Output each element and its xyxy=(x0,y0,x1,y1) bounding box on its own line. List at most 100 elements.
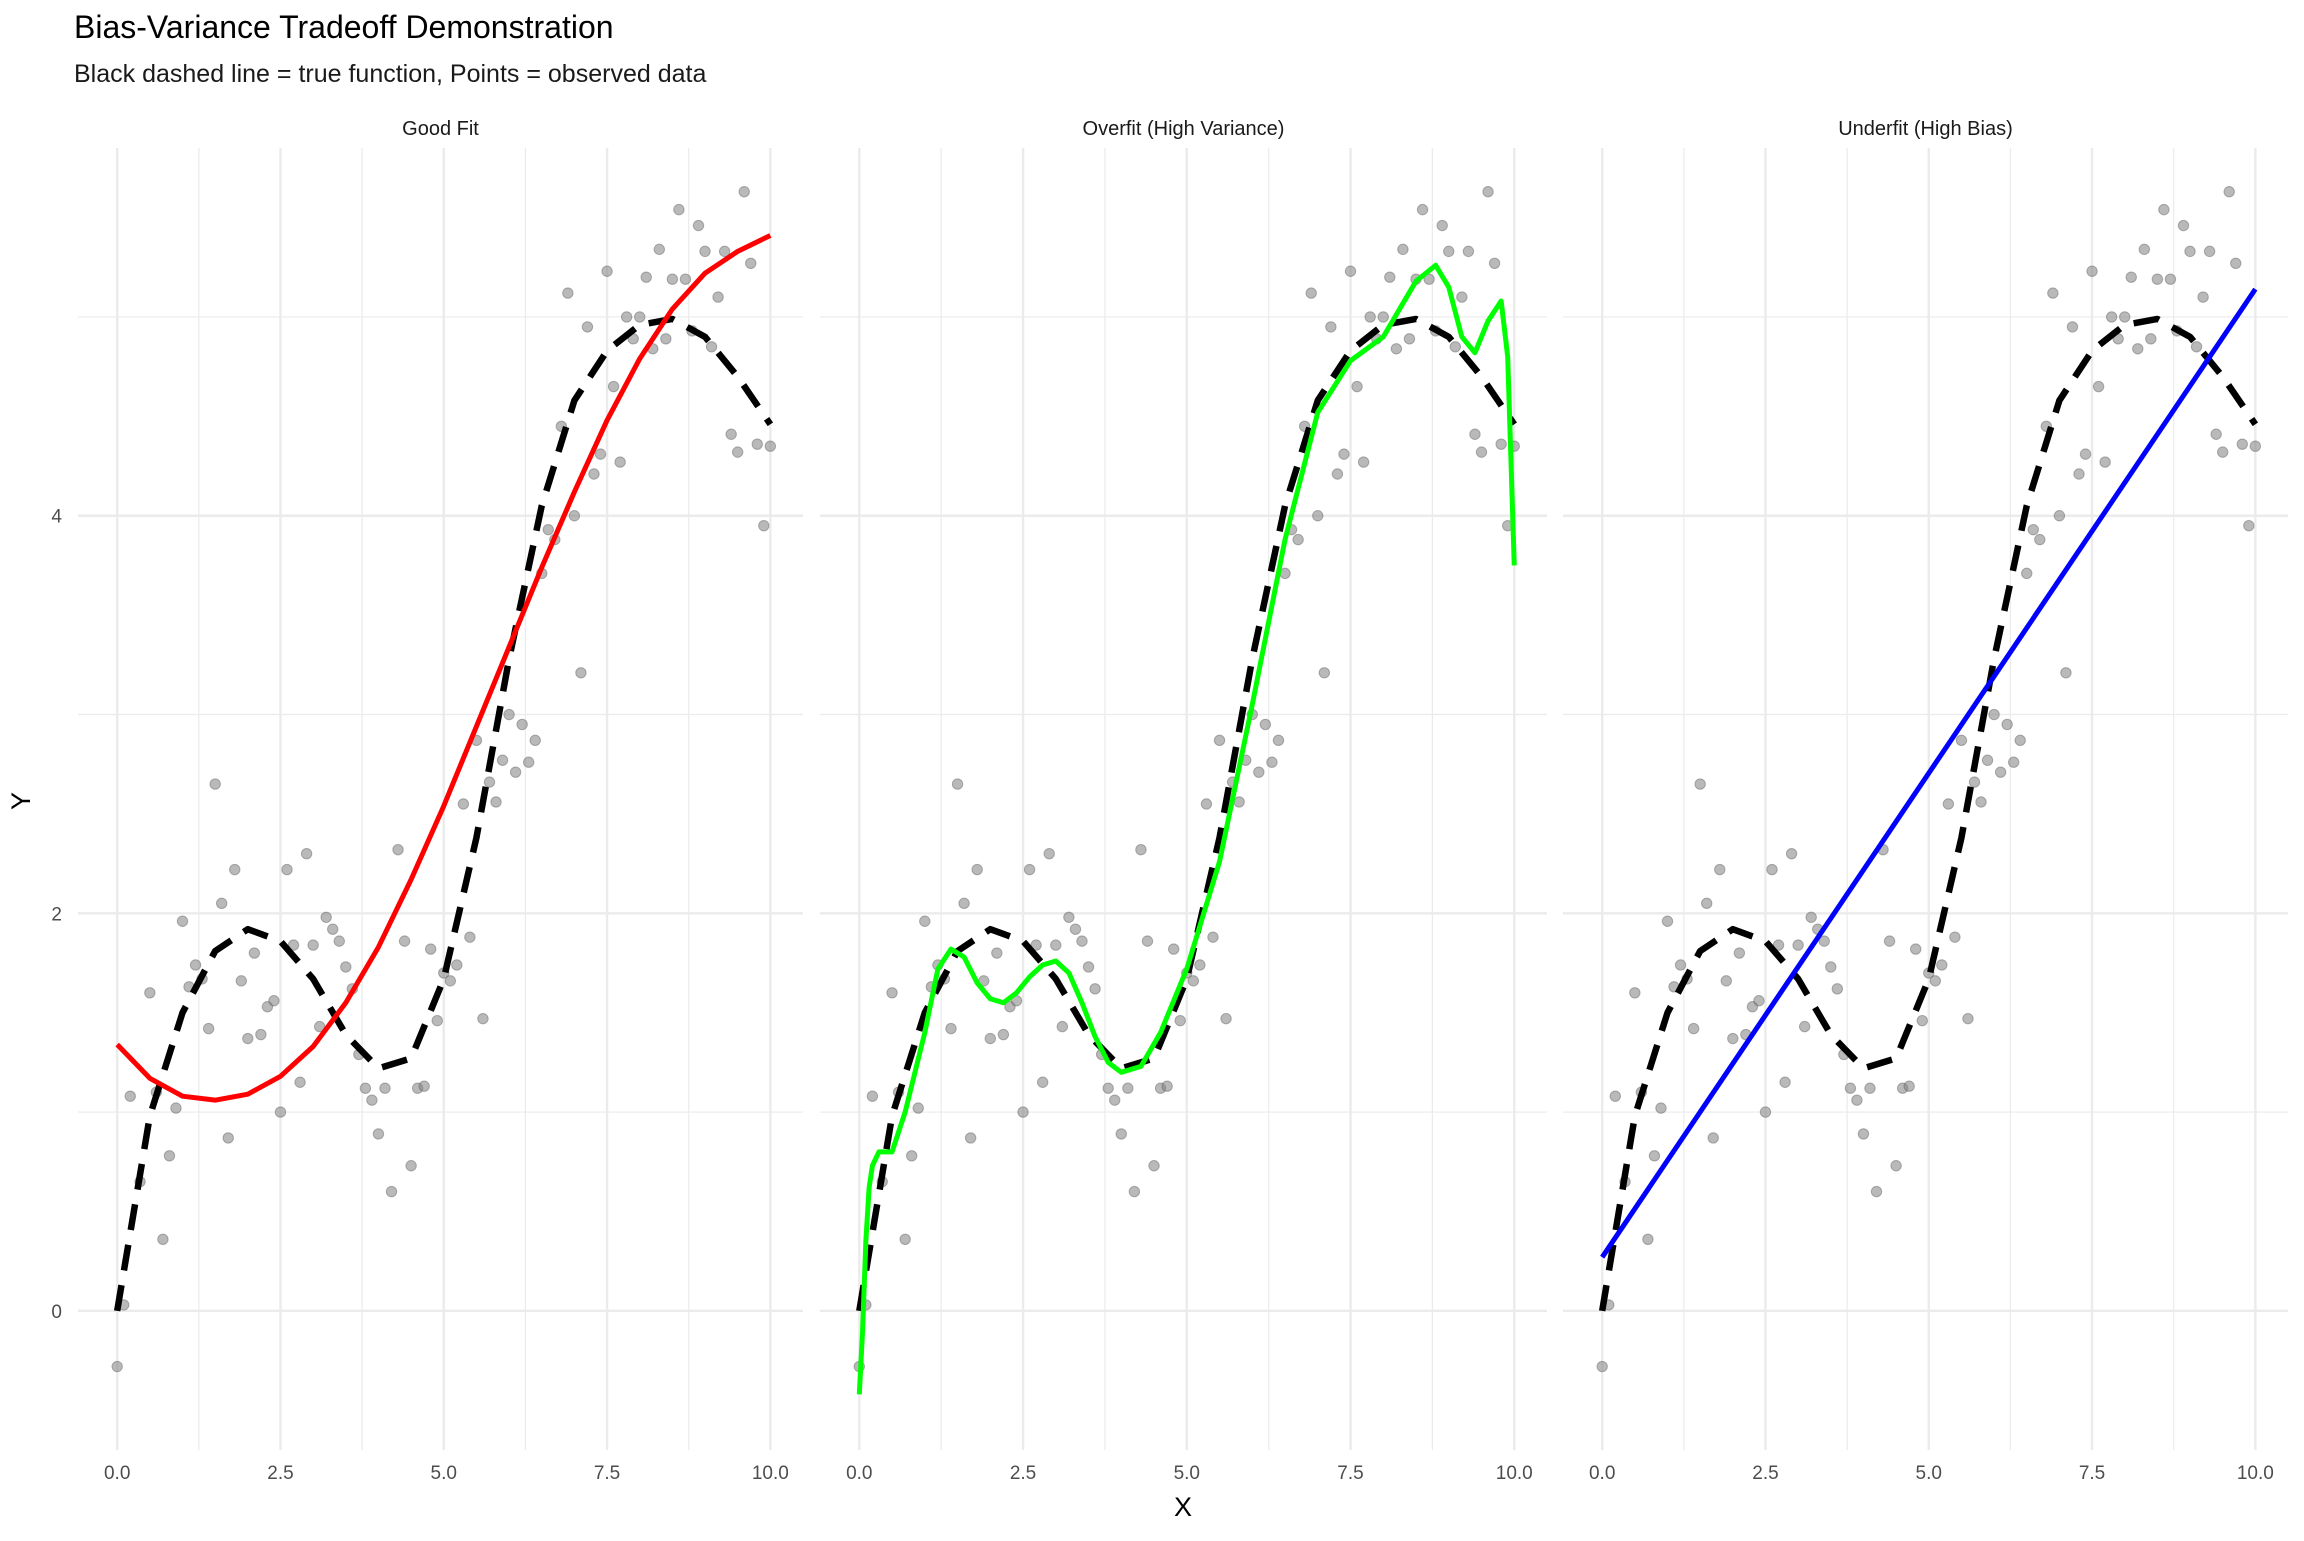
x-tick-label: 2.5 xyxy=(1752,1463,1778,1484)
facet-strip-label: Good Fit xyxy=(402,118,479,140)
x-tick-label: 5.0 xyxy=(1174,1463,1200,1484)
data-point xyxy=(1759,1106,1772,1118)
data-point xyxy=(1642,1233,1654,1245)
x-tick-label: 0.0 xyxy=(846,1463,872,1484)
data-point xyxy=(692,219,705,232)
y-tick-label: 0 xyxy=(51,1302,62,1323)
data-point xyxy=(758,519,770,532)
data-point xyxy=(679,273,692,285)
data-point xyxy=(1102,1082,1114,1094)
true-function-line xyxy=(113,315,774,1312)
data-point xyxy=(1629,987,1641,999)
data-point xyxy=(392,843,404,856)
data-point xyxy=(209,778,221,790)
data-point xyxy=(202,1022,215,1035)
data-point xyxy=(229,863,241,876)
data-point xyxy=(2066,321,2079,333)
data-point xyxy=(1122,1082,1134,1094)
data-point xyxy=(1403,333,1416,345)
data-point xyxy=(477,1012,489,1025)
data-point xyxy=(1753,995,1765,1007)
data-point xyxy=(2190,341,2203,353)
data-point xyxy=(1063,911,1075,923)
data-point xyxy=(634,311,646,323)
y-tick-label: 2 xyxy=(51,904,62,925)
data-point xyxy=(320,911,332,923)
data-point xyxy=(1910,943,1922,955)
x-tick-label: 5.0 xyxy=(431,1463,457,1484)
data-point xyxy=(1338,448,1350,460)
data-point xyxy=(1272,734,1285,747)
data-point xyxy=(601,265,613,277)
data-point xyxy=(490,796,502,808)
data-point xyxy=(529,734,541,747)
data-point xyxy=(2086,265,2098,277)
x-tick-label: 7.5 xyxy=(2079,1463,2105,1484)
data-point xyxy=(1351,380,1363,393)
data-point xyxy=(1266,756,1278,768)
data-point xyxy=(444,975,456,987)
data-point xyxy=(2047,287,2059,299)
observed-points xyxy=(111,186,777,1373)
data-point xyxy=(1488,257,1501,269)
chart-subtitle: Black dashed line = true function, Point… xyxy=(74,60,706,88)
data-point xyxy=(1259,718,1272,731)
x-tick-label: 5.0 xyxy=(1916,1463,1942,1484)
data-point xyxy=(886,987,898,999)
data-point xyxy=(1128,1185,1141,1198)
data-point xyxy=(170,1102,182,1114)
x-tick-label: 7.5 xyxy=(594,1463,620,1484)
facet-panel-3: Underfit (High Bias) 0.0 2.5 5.0 7.5 10.0 xyxy=(1563,118,2288,1484)
data-point xyxy=(620,311,633,323)
data-point xyxy=(340,961,352,973)
data-point xyxy=(1141,935,1154,947)
x-tick-label: 10.0 xyxy=(2237,1463,2274,1484)
data-point xyxy=(2210,428,2222,440)
data-point xyxy=(945,1022,957,1035)
data-point xyxy=(163,1150,176,1162)
data-point xyxy=(699,245,711,258)
x-axis-title: X xyxy=(1174,1492,1192,1522)
data-point xyxy=(1253,766,1265,778)
data-point xyxy=(1720,975,1732,987)
data-point xyxy=(2060,667,2072,679)
data-point xyxy=(542,523,554,536)
data-point xyxy=(1831,983,1844,995)
data-point xyxy=(2164,273,2177,285)
fitted-model-line xyxy=(1600,287,2258,1259)
data-point xyxy=(418,1080,430,1092)
data-point xyxy=(2184,245,2196,258)
data-point xyxy=(268,995,280,1007)
data-point xyxy=(2177,219,2190,232)
data-point xyxy=(745,257,757,269)
data-point xyxy=(1955,734,1968,747)
true-function-line xyxy=(1598,315,2259,1312)
true-function-line xyxy=(856,315,1517,1312)
data-point xyxy=(281,863,293,876)
data-point xyxy=(1968,776,1981,788)
data-point xyxy=(607,380,620,393)
data-point xyxy=(1648,1150,1661,1162)
data-point xyxy=(1475,446,1488,458)
data-point xyxy=(1694,778,1706,790)
data-point xyxy=(215,897,228,910)
data-point xyxy=(1890,1160,1902,1172)
chart-title: Bias-Variance Tradeoff Demonstration xyxy=(74,9,614,45)
data-point xyxy=(1200,798,1213,810)
fitted-model-line xyxy=(115,233,772,1103)
data-point xyxy=(594,448,607,460)
data-point xyxy=(1364,311,1376,323)
data-point xyxy=(581,321,594,333)
data-point xyxy=(1069,923,1082,935)
data-point xyxy=(1772,939,1785,951)
data-point xyxy=(751,438,763,450)
data-point xyxy=(2236,438,2248,450)
data-point xyxy=(1213,734,1226,747)
data-point xyxy=(2223,186,2235,198)
data-point xyxy=(1109,1094,1121,1106)
data-point xyxy=(2151,273,2164,285)
data-point xyxy=(984,1032,996,1045)
data-point xyxy=(2132,343,2144,355)
data-point xyxy=(951,778,964,790)
data-point xyxy=(124,1090,136,1102)
